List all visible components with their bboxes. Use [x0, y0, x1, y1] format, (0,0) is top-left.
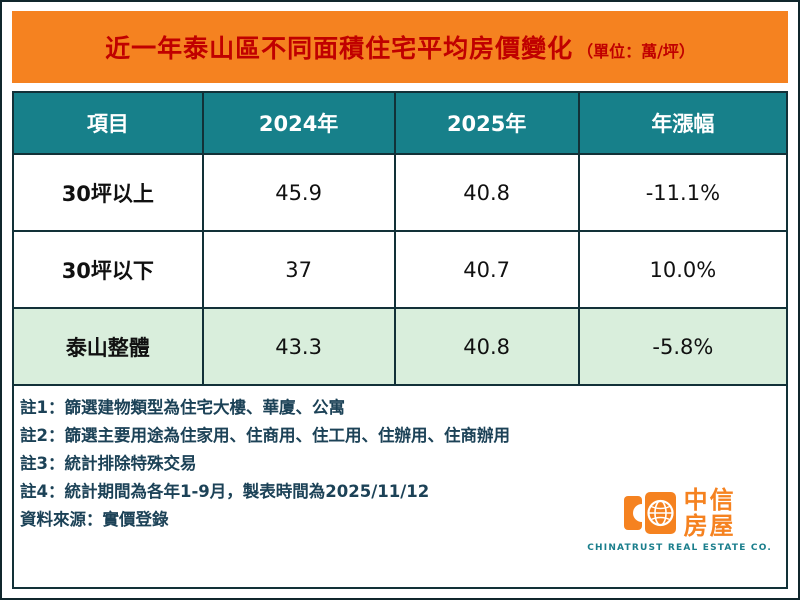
logo-row: 中信 房屋 — [587, 487, 772, 539]
row-value-2025: 40.8 — [393, 153, 580, 232]
company-logo: 中信 房屋 CHINATRUST REAL ESTATE CO. — [587, 487, 772, 553]
unit-label: （單位：萬/坪） — [577, 42, 695, 61]
table-row-taishan-overall: 泰山整體 43.3 40.8 -5.8% — [12, 307, 789, 386]
chinatrust-globe-icon — [623, 492, 676, 534]
logo-subtitle: CHINATRUST REAL ESTATE CO. — [587, 543, 772, 553]
col-header-2024: 2024年 — [201, 91, 396, 155]
logo-name-bottom: 房屋 — [683, 512, 736, 540]
table-header-row: 項目 2024年 2025年 年漲幅 — [12, 91, 789, 155]
note-line-4: 註4：統計期間為各年1-9月，製表時間為2025/11/12 — [20, 482, 430, 501]
price-table: 項目 2024年 2025年 年漲幅 30坪以上 45.9 40.8 -11.1… — [12, 91, 789, 386]
data-source-line: 資料來源：實價登錄 — [20, 510, 169, 529]
row-value-2024: 43.3 — [201, 307, 396, 386]
notes-section: 註1：篩選建物類型為住宅大樓、華廈、公寓 註2：篩選主要用途為住家用、住商用、住… — [12, 386, 788, 589]
table-row-under-30ping: 30坪以下 37 40.7 10.0% — [12, 230, 789, 309]
page-title: 近一年泰山區不同面積住宅平均房價變化 — [105, 34, 574, 63]
row-value-change: 10.0% — [577, 230, 789, 309]
logo-name-top: 中信 — [683, 486, 736, 514]
note-line-1: 註1：篩選建物類型為住宅大樓、華廈、公寓 — [20, 398, 345, 417]
note-line-2: 註2：篩選主要用途為住家用、住商用、住工用、住辦用、住商辦用 — [20, 426, 510, 445]
col-header-item: 項目 — [12, 91, 204, 155]
row-item-label: 泰山整體 — [12, 307, 204, 386]
row-value-2024: 45.9 — [201, 153, 396, 232]
row-item-label: 30坪以上 — [12, 153, 204, 232]
logo-name: 中信 房屋 — [684, 487, 736, 539]
row-value-2025: 40.7 — [393, 230, 580, 309]
note-line-3: 註3：統計排除特殊交易 — [20, 454, 197, 473]
row-value-change: -5.8% — [577, 307, 789, 386]
table-row-over-30ping: 30坪以上 45.9 40.8 -11.1% — [12, 153, 789, 232]
row-value-change: -11.1% — [577, 153, 789, 232]
row-item-label: 30坪以下 — [12, 230, 204, 309]
col-header-change: 年漲幅 — [577, 91, 789, 155]
title-banner: 近一年泰山區不同面積住宅平均房價變化 （單位：萬/坪） — [12, 11, 788, 83]
col-header-2025: 2025年 — [393, 91, 580, 155]
row-value-2025: 40.8 — [393, 307, 580, 386]
row-value-2024: 37 — [201, 230, 396, 309]
